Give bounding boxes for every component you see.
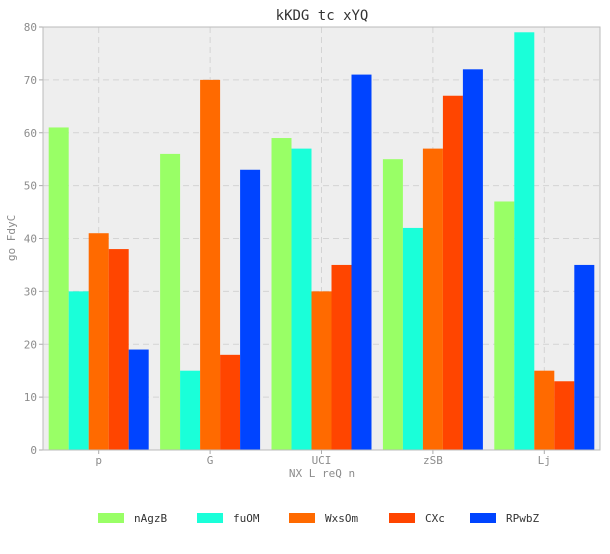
legend-swatch bbox=[289, 513, 315, 523]
y-tick-label: 70 bbox=[24, 74, 37, 87]
bar-nAgzB-G bbox=[160, 153, 181, 450]
x-tick-label: UCI bbox=[312, 454, 332, 467]
bar-WxsOm-G bbox=[200, 79, 221, 450]
plot-border bbox=[42, 26, 601, 451]
y-tick-label: 50 bbox=[24, 180, 37, 193]
bar-fuOM-p bbox=[68, 291, 89, 450]
y-tick-label: 40 bbox=[24, 233, 37, 246]
legend-swatch bbox=[197, 513, 223, 523]
x-tick-label: p bbox=[95, 454, 102, 467]
y-tick-label: 10 bbox=[24, 391, 37, 404]
bar-fuOM-zSB bbox=[402, 227, 423, 450]
bar-WxsOm-zSB bbox=[422, 148, 443, 451]
legend-swatch bbox=[389, 513, 415, 523]
y-tick-label: 30 bbox=[24, 285, 37, 298]
bar-CXc-Lj bbox=[554, 381, 575, 450]
bar-nAgzB-Lj bbox=[494, 201, 515, 450]
bar-CXc-p bbox=[108, 249, 129, 450]
bar-CXc-UCI bbox=[331, 264, 352, 450]
bar-fuOM-Lj bbox=[514, 32, 535, 450]
legend-label: CXc bbox=[425, 512, 445, 525]
bar-RPwbZ-zSB bbox=[462, 69, 483, 451]
legend-label: RPwbZ bbox=[506, 512, 539, 525]
legend-label: fuOM bbox=[233, 512, 260, 525]
bar-CXc-G bbox=[220, 354, 241, 450]
y-tick-label: 60 bbox=[24, 127, 37, 140]
y-tick-label: 80 bbox=[24, 21, 37, 34]
bar-RPwbZ-UCI bbox=[351, 74, 372, 451]
y-axis-label: go FdyC bbox=[5, 215, 18, 261]
legend-label: nAgzB bbox=[134, 512, 167, 525]
bar-WxsOm-p bbox=[88, 233, 109, 450]
x-tick-label: G bbox=[207, 454, 214, 467]
legend: nAgzB fuOM WxsOm CXc RPwbZ bbox=[98, 512, 539, 525]
chart-title: kKDG tc xYQ bbox=[276, 8, 369, 24]
legend-swatch bbox=[98, 513, 124, 523]
bar-RPwbZ-Lj bbox=[574, 264, 595, 450]
bar-fuOM-UCI bbox=[291, 148, 312, 451]
axes: 0 10 20 30 40 50 60 70 80 p G UCI zSB Lj bbox=[24, 21, 601, 467]
legend-swatch bbox=[470, 513, 496, 523]
bar-RPwbZ-G bbox=[240, 169, 261, 450]
bar-RPwbZ-p bbox=[128, 349, 149, 450]
bar-nAgzB-UCI bbox=[271, 138, 292, 450]
bar-CXc-zSB bbox=[442, 95, 463, 451]
legend-label: WxsOm bbox=[325, 512, 358, 525]
y-tick-label: 0 bbox=[30, 444, 37, 457]
bar-WxsOm-UCI bbox=[311, 291, 332, 450]
y-tick-label: 20 bbox=[24, 338, 37, 351]
bar-WxsOm-Lj bbox=[534, 370, 555, 450]
bars bbox=[48, 32, 595, 451]
bar-nAgzB-p bbox=[48, 127, 69, 451]
bar-fuOM-G bbox=[180, 370, 201, 450]
x-tick-label: zSB bbox=[423, 454, 443, 467]
x-axis-label: NX L reQ n bbox=[289, 467, 355, 480]
x-tick-label: Lj bbox=[538, 454, 551, 467]
bar-nAgzB-zSB bbox=[382, 159, 403, 450]
